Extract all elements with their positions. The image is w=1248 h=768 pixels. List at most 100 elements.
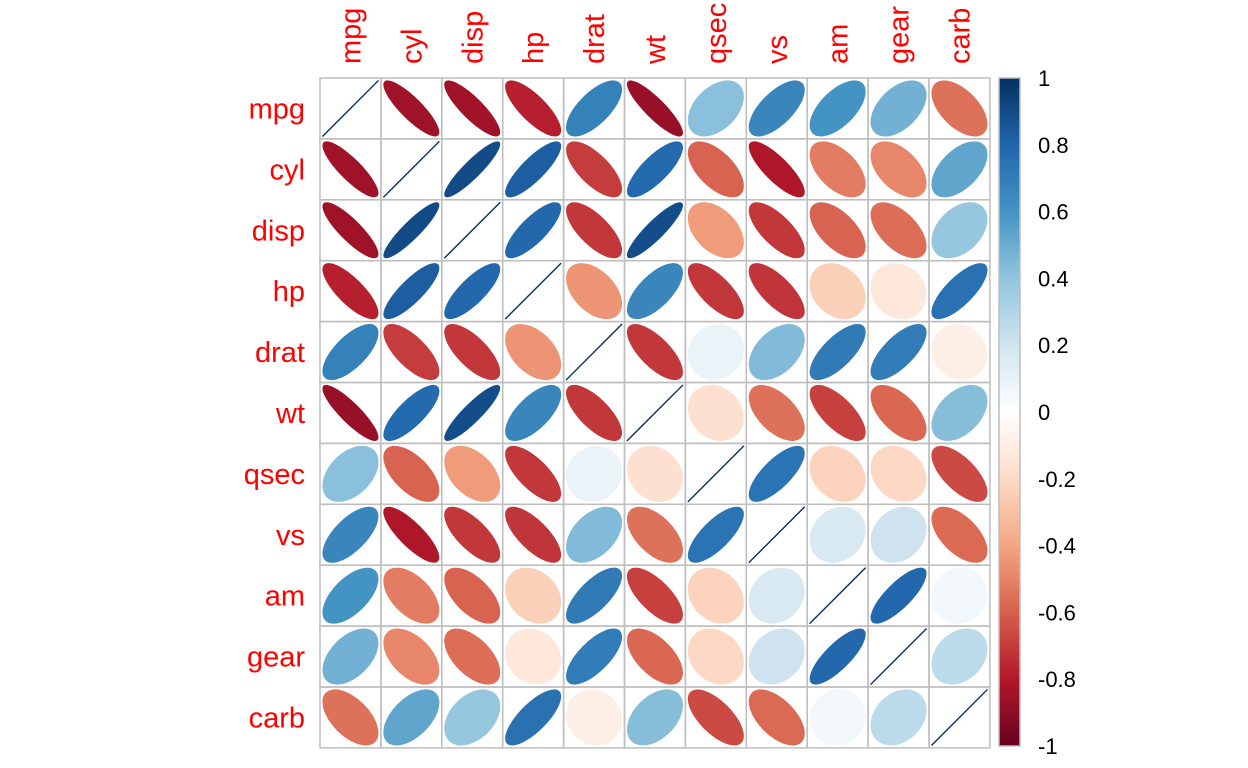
- ellipse-disp-drat: [566, 202, 623, 259]
- row-label-qsec: qsec: [244, 459, 305, 491]
- ellipse-qsec-gear: [870, 445, 927, 502]
- ellipse-carb-disp: [444, 689, 501, 746]
- column-label-hp: hp: [518, 32, 550, 64]
- ellipse-vs-am: [809, 506, 866, 563]
- colorbar-tick-label: 1: [1038, 66, 1050, 91]
- ellipse-vs-vs: [748, 506, 806, 564]
- ellipse-mpg-carb: [931, 80, 988, 137]
- ellipse-mpg-wt: [626, 80, 683, 137]
- ellipse-wt-hp: [505, 384, 562, 441]
- cells-layer: [319, 77, 991, 749]
- ellipse-wt-gear: [870, 384, 927, 441]
- ellipse-am-cyl: [383, 567, 440, 624]
- column-label-drat: drat: [579, 14, 611, 64]
- ellipse-disp-gear: [870, 202, 927, 259]
- row-label-cyl: cyl: [270, 154, 305, 186]
- ellipse-drat-mpg: [322, 324, 379, 381]
- ellipse-qsec-disp: [444, 445, 501, 502]
- ellipse-qsec-vs: [748, 445, 805, 502]
- ellipse-qsec-drat: [566, 445, 623, 502]
- ellipse-disp-qsec: [687, 202, 744, 259]
- colorbar-tick-label: -0.8: [1038, 667, 1076, 692]
- ellipse-cyl-mpg: [322, 141, 379, 198]
- ellipse-hp-carb: [931, 263, 988, 320]
- ellipse-carb-gear: [870, 689, 927, 746]
- row-label-carb: carb: [249, 702, 305, 734]
- ellipse-gear-mpg: [322, 628, 379, 685]
- ellipse-vs-disp: [444, 506, 501, 563]
- ellipse-vs-gear: [870, 506, 927, 563]
- ellipse-wt-disp: [444, 384, 501, 441]
- ellipse-hp-am: [809, 263, 866, 320]
- ellipse-gear-wt: [626, 628, 683, 685]
- ellipse-am-hp: [505, 567, 562, 624]
- ellipse-cyl-gear: [870, 141, 927, 198]
- column-label-vs: vs: [762, 35, 794, 64]
- ellipse-hp-disp: [444, 263, 501, 320]
- ellipse-gear-qsec: [687, 628, 744, 685]
- ellipse-am-qsec: [687, 567, 744, 624]
- ellipse-wt-cyl: [383, 384, 440, 441]
- ellipse-am-wt: [626, 567, 683, 624]
- ellipse-wt-wt: [626, 384, 684, 442]
- ellipse-mpg-disp: [444, 80, 501, 137]
- ellipse-carb-carb: [930, 688, 988, 746]
- ellipse-drat-drat: [565, 323, 623, 381]
- colorbar-tick-label: 0.6: [1038, 200, 1069, 225]
- ellipse-carb-am: [809, 689, 866, 746]
- column-label-disp: disp: [457, 11, 489, 64]
- ellipse-mpg-am: [809, 80, 866, 137]
- ellipse-am-drat: [566, 567, 623, 624]
- ellipse-cyl-disp: [444, 141, 501, 198]
- colorbar: 1 0.8 0.6 0.4 0.2 0 -0.2 -0.4 -0.6 -0.8 -1: [998, 66, 1076, 759]
- ellipse-drat-wt: [626, 324, 683, 381]
- ellipse-hp-mpg: [322, 263, 379, 320]
- ellipse-gear-disp: [444, 628, 501, 685]
- row-label-wt: wt: [275, 398, 305, 430]
- colorbar-tick-label: -0.6: [1038, 600, 1076, 625]
- ellipse-drat-disp: [444, 324, 501, 381]
- ellipse-hp-vs: [748, 263, 805, 320]
- ellipse-disp-am: [809, 202, 866, 259]
- row-label-drat: drat: [255, 337, 305, 369]
- ellipse-mpg-cyl: [383, 80, 440, 137]
- column-labels: mpg cyl disp hp drat wt qsec vs am gear carb: [335, 3, 976, 65]
- ellipse-hp-drat: [566, 263, 623, 320]
- row-labels: mpg cyl disp hp drat wt qsec vs am gear carb: [244, 93, 306, 734]
- ellipse-cyl-carb: [931, 141, 988, 198]
- ellipse-carb-vs: [748, 689, 805, 746]
- ellipse-cyl-qsec: [687, 141, 744, 198]
- ellipse-hp-wt: [626, 263, 683, 320]
- ellipse-vs-cyl: [383, 506, 440, 563]
- column-label-am: am: [823, 24, 855, 64]
- ellipse-carb-cyl: [383, 689, 440, 746]
- ellipse-qsec-mpg: [322, 445, 379, 502]
- colorbar-tick-label: -1: [1038, 734, 1058, 759]
- ellipse-am-carb: [931, 567, 988, 624]
- ellipse-mpg-mpg: [321, 79, 379, 137]
- ellipse-vs-carb: [931, 506, 988, 563]
- ellipse-carb-hp: [505, 689, 562, 746]
- ellipse-mpg-vs: [748, 80, 805, 137]
- column-label-wt: wt: [640, 35, 672, 65]
- ellipse-vs-mpg: [322, 506, 379, 563]
- ellipse-carb-drat: [566, 689, 623, 746]
- ellipse-gear-carb: [931, 628, 988, 685]
- colorbar-gradient: [998, 77, 1021, 747]
- ellipse-qsec-hp: [505, 445, 562, 502]
- ellipse-mpg-hp: [505, 80, 562, 137]
- row-label-am: am: [265, 581, 305, 613]
- ellipse-vs-hp: [505, 506, 562, 563]
- ellipse-disp-cyl: [383, 202, 440, 259]
- ellipse-drat-am: [809, 324, 866, 381]
- ellipse-wt-carb: [931, 384, 988, 441]
- row-label-disp: disp: [252, 215, 305, 247]
- ellipse-wt-drat: [566, 384, 623, 441]
- ellipse-am-mpg: [322, 567, 379, 624]
- ellipse-drat-hp: [505, 324, 562, 381]
- ellipse-drat-carb: [931, 324, 988, 381]
- column-label-gear: gear: [884, 6, 916, 64]
- ellipse-qsec-carb: [931, 445, 988, 502]
- colorbar-tick-label: 0: [1038, 400, 1050, 425]
